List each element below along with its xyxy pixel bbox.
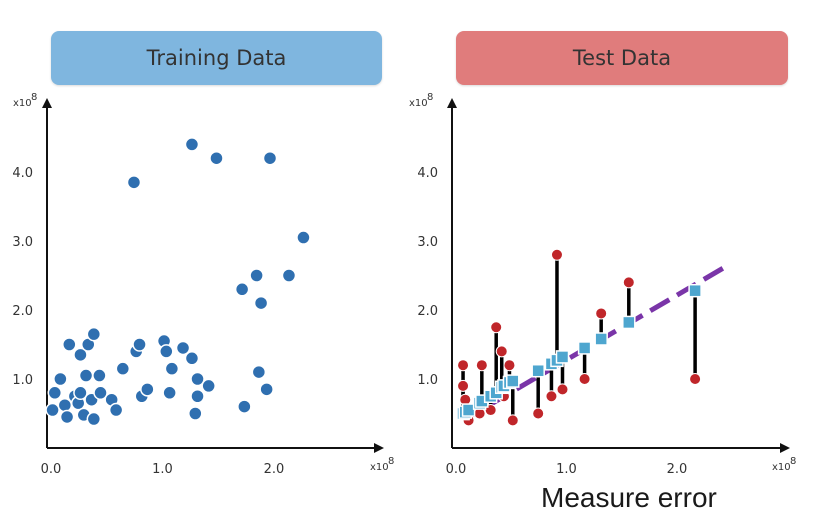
train-data-point	[281, 268, 297, 283]
train-data-point	[126, 175, 142, 190]
test-predicted-marker	[688, 283, 702, 298]
test-x-multiplier-exp: 8	[790, 456, 796, 467]
train-data-point	[159, 344, 174, 359]
train-ytick-label: 2.0	[12, 304, 33, 319]
test-y-multiplier: x10	[409, 98, 428, 109]
test-actual-point	[490, 321, 503, 334]
train-data-point	[78, 368, 94, 383]
test-actual-point	[457, 379, 470, 392]
train-x-axis-arrow	[374, 443, 384, 453]
test-actual-point	[545, 390, 558, 403]
train-x-multiplier-exp: 8	[388, 456, 394, 467]
test-y-axis-arrow	[447, 98, 457, 108]
train-data-point	[73, 347, 88, 363]
train-data-point	[140, 382, 155, 397]
train-data-point	[59, 409, 75, 425]
test-ytick-label: 3.0	[417, 235, 438, 250]
train-ytick-label: 1.0	[12, 373, 33, 388]
train-y-multiplier-exp: 8	[31, 92, 37, 103]
test-actual-point	[503, 359, 516, 372]
train-data-point	[184, 137, 200, 152]
test-data-header: Test Data	[456, 31, 788, 85]
train-data-point	[73, 385, 88, 401]
test-actual-point	[556, 383, 569, 396]
train-data-point	[190, 389, 205, 404]
train-data-point	[190, 371, 205, 387]
test-actual-point	[532, 407, 545, 420]
train-data-point	[162, 385, 177, 401]
train-data-point	[86, 411, 102, 427]
test-xtick-label: 0.0	[446, 462, 467, 477]
train-data-point	[249, 268, 264, 283]
test-predicted-marker	[594, 332, 608, 346]
test-actual-point	[550, 248, 563, 261]
train-data-point	[108, 402, 124, 418]
train-data-point	[175, 340, 191, 356]
test-ytick-label: 4.0	[417, 166, 438, 181]
test-ytick-label: 1.0	[417, 373, 438, 388]
test-x-multiplier: x10	[772, 462, 791, 473]
test-actual-point	[506, 414, 519, 427]
train-xtick-label: 0.0	[41, 462, 62, 477]
train-data-point	[92, 368, 107, 383]
train-data-point	[296, 230, 311, 245]
test-actual-point	[495, 345, 508, 358]
test-actual-point	[475, 359, 488, 372]
train-data-point	[184, 351, 200, 366]
test-actual-point	[622, 276, 635, 289]
train-ytick-label: 3.0	[12, 235, 33, 250]
test-predicted-marker	[506, 374, 520, 388]
train-ytick-label: 4.0	[12, 166, 33, 181]
train-y-axis-arrow	[42, 98, 52, 108]
train-data-point	[132, 337, 147, 352]
train-data-point	[234, 282, 250, 297]
test-y-multiplier-exp: 8	[427, 92, 433, 103]
test-predicted-marker	[555, 350, 570, 364]
train-data-point	[86, 326, 102, 342]
test-actual-point	[578, 373, 591, 385]
test-predicted-marker	[461, 403, 476, 417]
train-data-point	[209, 150, 224, 166]
measure-error-label: Measure error	[541, 482, 717, 513]
test-xtick-label: 2.0	[667, 462, 688, 477]
training-data-title: Training Data	[146, 46, 287, 70]
train-y-multiplier: x10	[13, 98, 32, 109]
train-data-point	[93, 385, 108, 401]
train-data-point	[45, 402, 60, 418]
train-xtick-label: 2.0	[264, 462, 285, 477]
test-predicted-marker	[622, 315, 636, 330]
test-predicted-marker	[531, 363, 545, 378]
train-data-point	[188, 406, 203, 421]
train-data-point	[262, 150, 278, 166]
train-data-point	[115, 361, 131, 376]
test-x-axis-arrow	[780, 443, 790, 453]
test-predicted-marker	[577, 341, 592, 355]
training-data-header: Training Data	[51, 31, 382, 85]
train-data-point	[201, 378, 216, 394]
train-data-point	[259, 382, 274, 397]
train-x-multiplier: x10	[370, 462, 389, 473]
test-xtick-label: 1.0	[556, 462, 577, 477]
test-actual-point	[689, 373, 702, 385]
train-data-point	[164, 361, 180, 376]
test-actual-point	[457, 359, 470, 372]
train-data-point	[53, 371, 68, 387]
train-data-point	[47, 385, 63, 401]
train-data-point	[251, 364, 267, 380]
train-data-point	[253, 295, 269, 311]
train-data-point	[237, 399, 252, 414]
train-data-point	[62, 337, 77, 352]
test-actual-point	[595, 307, 608, 320]
test-data-title: Test Data	[572, 46, 672, 70]
test-ytick-label: 2.0	[417, 304, 438, 319]
train-xtick-label: 1.0	[152, 462, 173, 477]
